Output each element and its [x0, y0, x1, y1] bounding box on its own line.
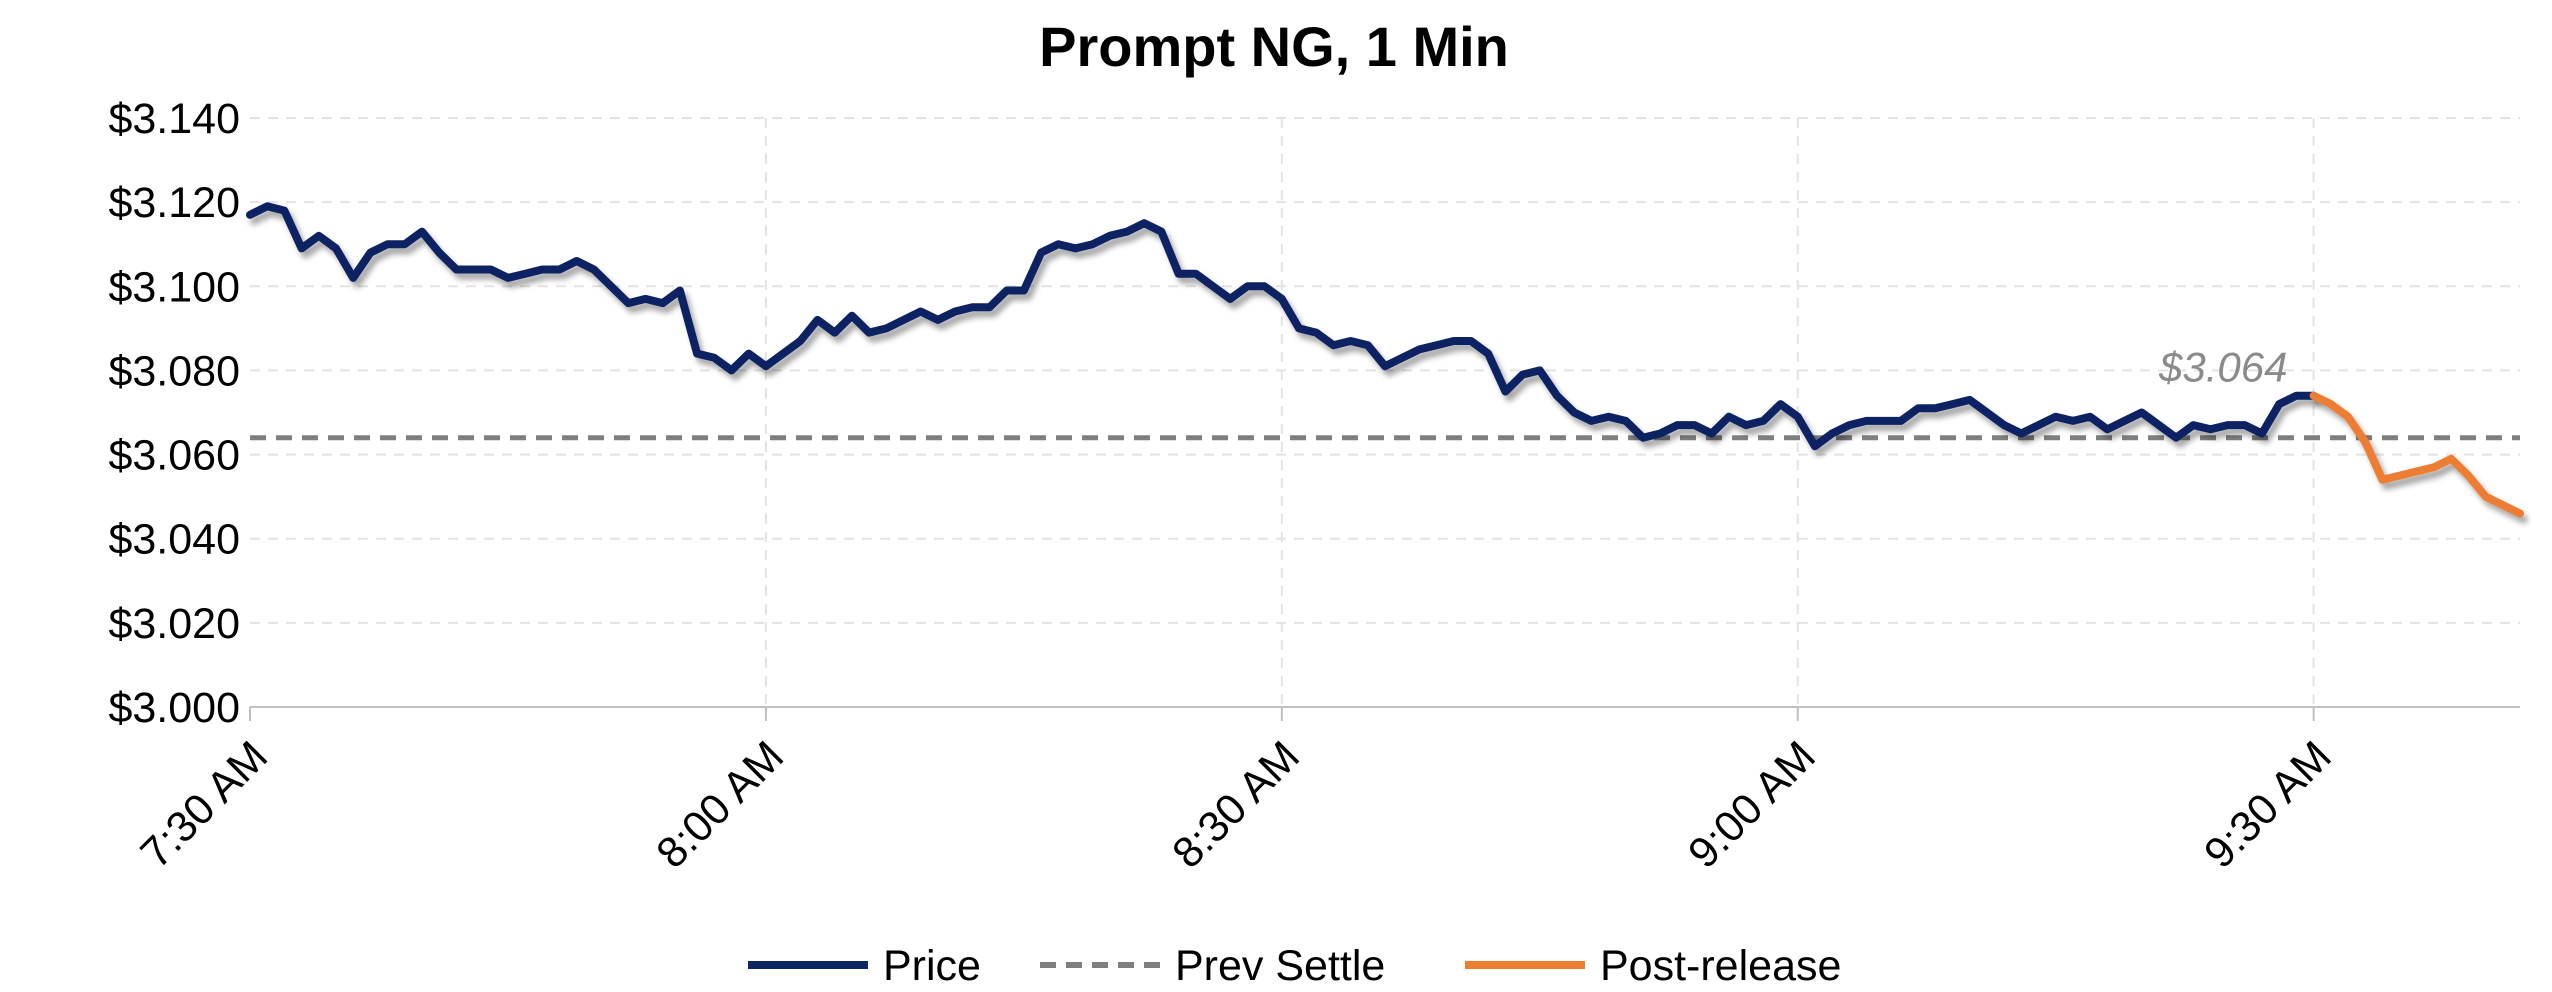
y-tick-label: $3.000 — [108, 684, 240, 732]
y-tick-label: $3.120 — [108, 179, 240, 227]
x-tick-label: 8:00 AM — [647, 732, 792, 877]
chart-title: Prompt NG, 1 Min — [1039, 15, 1509, 78]
x-tick-label: 9:30 AM — [2195, 732, 2340, 877]
x-tick-label: 9:00 AM — [1679, 732, 1824, 877]
y-tick-label: $3.100 — [108, 263, 240, 311]
x-tick-label: 7:30 AM — [132, 732, 277, 877]
legend: Price Prev Settle Post-release — [748, 942, 1841, 990]
series-price — [246, 202, 2318, 451]
legend-label-post-release: Post-release — [1600, 942, 1841, 990]
prev-settle-annotation: $3.064 — [2158, 344, 2287, 391]
y-tick-label: $3.040 — [108, 516, 240, 564]
legend-label-price: Price — [883, 942, 981, 990]
annotations: $3.064 — [2158, 344, 2287, 391]
y-tick-label: $3.140 — [108, 95, 240, 143]
y-tick-label: $3.080 — [108, 347, 240, 395]
legend-label-prev-settle: Prev Settle — [1175, 942, 1385, 990]
y-tick-label: $3.020 — [108, 600, 240, 648]
plot-series — [246, 202, 2524, 518]
y-tick-label: $3.060 — [108, 432, 240, 480]
series-post-release — [2309, 391, 2524, 518]
gridlines — [250, 117, 2520, 707]
axes: $3.000 $3.020 $3.040 $3.060 $3.080 $3.100 $3.1… — [108, 95, 2520, 878]
x-tick-label: 8:30 AM — [1163, 732, 1308, 877]
